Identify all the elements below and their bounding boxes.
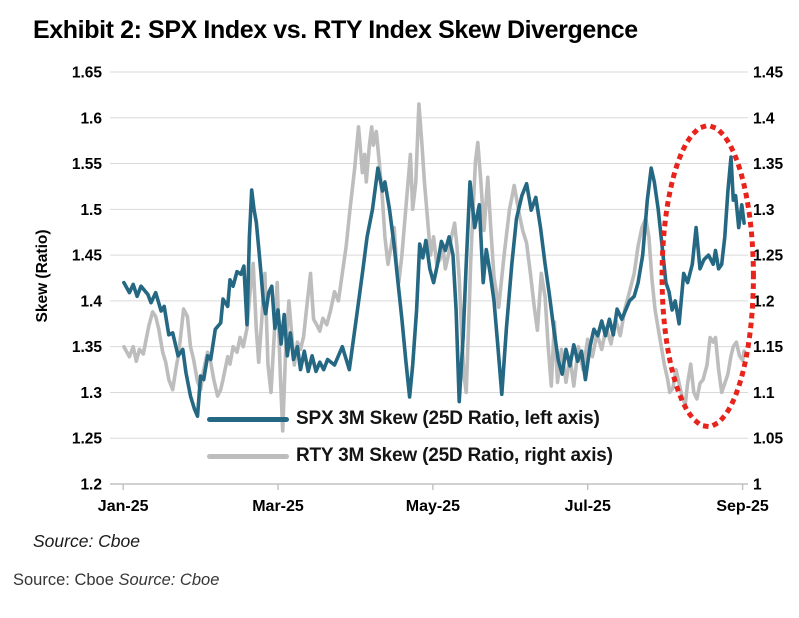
x-axis-tick-label: Sep-25 (716, 498, 769, 515)
spx-line-swatch (207, 416, 289, 422)
page-title: Exhibit 2: SPX Index vs. RTY Index Skew … (33, 16, 638, 44)
right-axis-tick-label: 1.45 (753, 65, 784, 82)
right-axis-tick-label: 1.1 (753, 385, 775, 402)
left-axis-tick-label: 1.45 (72, 248, 103, 265)
rty-skew-line (122, 102, 746, 433)
left-axis-tick-label: 1.5 (80, 202, 102, 219)
left-axis-tick-label: 1.4 (80, 293, 102, 310)
left-axis-tick-label: 1.2 (80, 477, 102, 494)
right-axis-tick-label: 1.4 (753, 110, 775, 127)
right-axis-tick-label: 1.35 (753, 156, 784, 173)
source-note-secondary: Source: Cboe Source: Cboe (13, 571, 219, 590)
x-axis-tick-label: Jan-25 (98, 498, 149, 515)
left-axis-tick-label: 1.25 (72, 431, 103, 448)
left-axis-tick-label: 1.55 (72, 156, 103, 173)
x-axis-tick-label: Jul-25 (565, 498, 611, 515)
legend-label-spx: SPX 3M Skew (25D Ratio, left axis) (296, 408, 600, 429)
right-axis-tick-label: 1.05 (753, 431, 784, 448)
left-axis-tick-label: 1.35 (72, 339, 103, 356)
source-note-italic: Source: Cboe (118, 571, 220, 589)
spx-skew-line (122, 155, 746, 419)
divergence-highlight-ellipse (659, 123, 756, 429)
legend-item-rty: RTY 3M Skew (25D Ratio, right axis) (207, 443, 613, 469)
legend-label-rty: RTY 3M Skew (25D Ratio, right axis) (296, 445, 613, 466)
right-axis-tick-label: 1.3 (753, 202, 775, 219)
left-axis-tick-label: 1.6 (80, 110, 102, 127)
right-axis-tick-label: 1.15 (753, 339, 784, 356)
source-note-primary: Source: Cboe (33, 531, 141, 551)
source-note-regular: Source: Cboe (13, 571, 119, 589)
chart-legend: SPX 3M Skew (25D Ratio, left axis) RTY 3… (207, 406, 613, 469)
legend-item-spx: SPX 3M Skew (25D Ratio, left axis) (207, 406, 613, 432)
x-axis-tick-label: Mar-25 (252, 498, 304, 515)
x-axis-tick-label: May-25 (406, 498, 460, 515)
right-axis-tick-label: 1.25 (753, 248, 784, 265)
rty-line-swatch (207, 453, 289, 459)
right-axis-tick-label: 1 (753, 477, 762, 494)
right-axis-tick-label: 1.2 (753, 293, 775, 310)
left-axis-tick-label: 1.3 (80, 385, 102, 402)
left-axis-tick-label: 1.65 (72, 65, 103, 82)
y-axis-title: Skew (Ratio) (34, 229, 51, 323)
